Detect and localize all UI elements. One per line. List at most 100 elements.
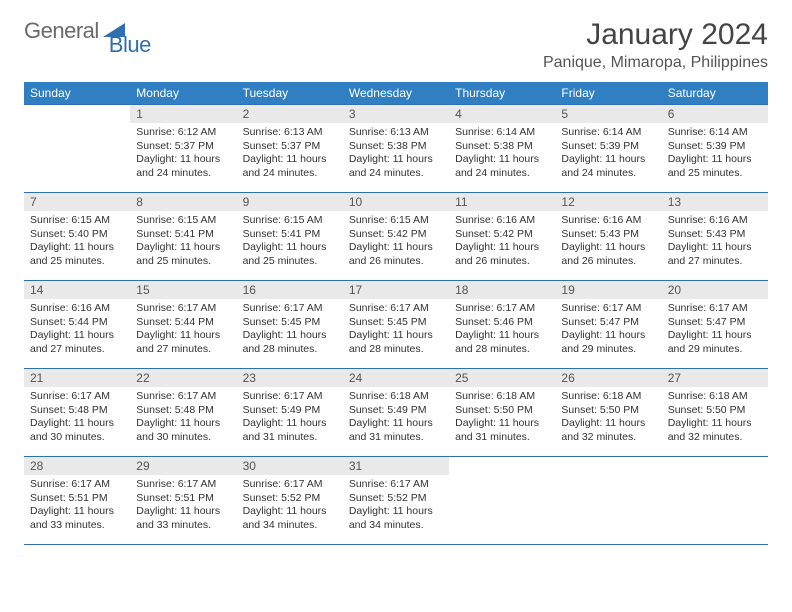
sunset-line: Sunset: 5:45 PM: [349, 316, 443, 330]
sunset-line: Sunset: 5:48 PM: [136, 404, 230, 418]
daylight-line: Daylight: 11 hours and 27 minutes.: [30, 329, 124, 356]
daylight-line: Daylight: 11 hours and 26 minutes.: [349, 241, 443, 268]
day-body: Sunrise: 6:15 AMSunset: 5:42 PMDaylight:…: [343, 211, 449, 273]
sunset-line: Sunset: 5:50 PM: [561, 404, 655, 418]
calendar-cell: 20Sunrise: 6:17 AMSunset: 5:47 PMDayligh…: [662, 281, 768, 369]
day-body: Sunrise: 6:17 AMSunset: 5:48 PMDaylight:…: [130, 387, 236, 449]
calendar-cell: 21Sunrise: 6:17 AMSunset: 5:48 PMDayligh…: [24, 369, 130, 457]
sunrise-line: Sunrise: 6:15 AM: [30, 214, 124, 228]
day-body: Sunrise: 6:17 AMSunset: 5:48 PMDaylight:…: [24, 387, 130, 449]
sunset-line: Sunset: 5:51 PM: [136, 492, 230, 506]
day-body: Sunrise: 6:16 AMSunset: 5:43 PMDaylight:…: [662, 211, 768, 273]
sunset-line: Sunset: 5:45 PM: [243, 316, 337, 330]
day-number: 25: [449, 369, 555, 387]
daylight-line: Daylight: 11 hours and 31 minutes.: [455, 417, 549, 444]
daylight-line: Daylight: 11 hours and 32 minutes.: [668, 417, 762, 444]
sunrise-line: Sunrise: 6:17 AM: [349, 302, 443, 316]
sunset-line: Sunset: 5:47 PM: [668, 316, 762, 330]
calendar-cell: 25Sunrise: 6:18 AMSunset: 5:50 PMDayligh…: [449, 369, 555, 457]
logo: General Blue: [24, 18, 151, 44]
calendar-cell: 9Sunrise: 6:15 AMSunset: 5:41 PMDaylight…: [237, 193, 343, 281]
calendar-cell: 6Sunrise: 6:14 AMSunset: 5:39 PMDaylight…: [662, 105, 768, 193]
daylight-line: Daylight: 11 hours and 24 minutes.: [136, 153, 230, 180]
sunrise-line: Sunrise: 6:17 AM: [136, 302, 230, 316]
sunrise-line: Sunrise: 6:17 AM: [455, 302, 549, 316]
sunset-line: Sunset: 5:49 PM: [349, 404, 443, 418]
sunset-line: Sunset: 5:46 PM: [455, 316, 549, 330]
day-number: 15: [130, 281, 236, 299]
day-body: Sunrise: 6:18 AMSunset: 5:50 PMDaylight:…: [449, 387, 555, 449]
weekday-header: Sunday: [24, 82, 130, 105]
weekday-header: Monday: [130, 82, 236, 105]
calendar-cell: 13Sunrise: 6:16 AMSunset: 5:43 PMDayligh…: [662, 193, 768, 281]
day-number: 3: [343, 105, 449, 123]
sunset-line: Sunset: 5:44 PM: [136, 316, 230, 330]
day-body: Sunrise: 6:17 AMSunset: 5:44 PMDaylight:…: [130, 299, 236, 361]
day-body: Sunrise: 6:15 AMSunset: 5:40 PMDaylight:…: [24, 211, 130, 273]
calendar-cell: 14Sunrise: 6:16 AMSunset: 5:44 PMDayligh…: [24, 281, 130, 369]
daylight-line: Daylight: 11 hours and 30 minutes.: [30, 417, 124, 444]
header: General Blue January 2024 Panique, Mimar…: [24, 18, 768, 72]
calendar-head: SundayMondayTuesdayWednesdayThursdayFrid…: [24, 82, 768, 105]
sunset-line: Sunset: 5:51 PM: [30, 492, 124, 506]
sunset-line: Sunset: 5:44 PM: [30, 316, 124, 330]
day-body: Sunrise: 6:17 AMSunset: 5:51 PMDaylight:…: [24, 475, 130, 537]
day-number: 1: [130, 105, 236, 123]
calendar-cell: 12Sunrise: 6:16 AMSunset: 5:43 PMDayligh…: [555, 193, 661, 281]
day-number: 24: [343, 369, 449, 387]
calendar-cell: 27Sunrise: 6:18 AMSunset: 5:50 PMDayligh…: [662, 369, 768, 457]
day-number: 13: [662, 193, 768, 211]
weekday-header: Friday: [555, 82, 661, 105]
calendar-cell: [24, 105, 130, 193]
sunrise-line: Sunrise: 6:17 AM: [668, 302, 762, 316]
sunrise-line: Sunrise: 6:15 AM: [349, 214, 443, 228]
daylight-line: Daylight: 11 hours and 26 minutes.: [455, 241, 549, 268]
day-number: 19: [555, 281, 661, 299]
day-body: Sunrise: 6:16 AMSunset: 5:43 PMDaylight:…: [555, 211, 661, 273]
logo-word2: Blue: [109, 32, 151, 58]
daylight-line: Daylight: 11 hours and 28 minutes.: [243, 329, 337, 356]
day-body: Sunrise: 6:13 AMSunset: 5:38 PMDaylight:…: [343, 123, 449, 185]
sunrise-line: Sunrise: 6:15 AM: [136, 214, 230, 228]
calendar-body: 1Sunrise: 6:12 AMSunset: 5:37 PMDaylight…: [24, 105, 768, 545]
sunset-line: Sunset: 5:43 PM: [561, 228, 655, 242]
daylight-line: Daylight: 11 hours and 34 minutes.: [243, 505, 337, 532]
calendar-cell: 26Sunrise: 6:18 AMSunset: 5:50 PMDayligh…: [555, 369, 661, 457]
sunset-line: Sunset: 5:43 PM: [668, 228, 762, 242]
day-number: 29: [130, 457, 236, 475]
calendar-cell: 2Sunrise: 6:13 AMSunset: 5:37 PMDaylight…: [237, 105, 343, 193]
day-body: Sunrise: 6:17 AMSunset: 5:47 PMDaylight:…: [555, 299, 661, 361]
day-number: 17: [343, 281, 449, 299]
day-number: 22: [130, 369, 236, 387]
sunrise-line: Sunrise: 6:17 AM: [349, 478, 443, 492]
sunrise-line: Sunrise: 6:13 AM: [349, 126, 443, 140]
sunrise-line: Sunrise: 6:15 AM: [243, 214, 337, 228]
day-number: 9: [237, 193, 343, 211]
calendar-cell: 15Sunrise: 6:17 AMSunset: 5:44 PMDayligh…: [130, 281, 236, 369]
day-body: Sunrise: 6:14 AMSunset: 5:38 PMDaylight:…: [449, 123, 555, 185]
day-body: Sunrise: 6:18 AMSunset: 5:50 PMDaylight:…: [662, 387, 768, 449]
calendar-cell: 19Sunrise: 6:17 AMSunset: 5:47 PMDayligh…: [555, 281, 661, 369]
day-body: Sunrise: 6:17 AMSunset: 5:52 PMDaylight:…: [343, 475, 449, 537]
day-body: Sunrise: 6:17 AMSunset: 5:52 PMDaylight:…: [237, 475, 343, 537]
daylight-line: Daylight: 11 hours and 31 minutes.: [349, 417, 443, 444]
daylight-line: Daylight: 11 hours and 24 minutes.: [349, 153, 443, 180]
calendar-cell: [449, 457, 555, 545]
day-number: 20: [662, 281, 768, 299]
weekday-header: Saturday: [662, 82, 768, 105]
sunset-line: Sunset: 5:38 PM: [455, 140, 549, 154]
calendar-cell: 24Sunrise: 6:18 AMSunset: 5:49 PMDayligh…: [343, 369, 449, 457]
daylight-line: Daylight: 11 hours and 25 minutes.: [243, 241, 337, 268]
day-number: 21: [24, 369, 130, 387]
daylight-line: Daylight: 11 hours and 27 minutes.: [136, 329, 230, 356]
day-body: Sunrise: 6:17 AMSunset: 5:46 PMDaylight:…: [449, 299, 555, 361]
calendar-cell: 4Sunrise: 6:14 AMSunset: 5:38 PMDaylight…: [449, 105, 555, 193]
day-number: 30: [237, 457, 343, 475]
day-body: Sunrise: 6:17 AMSunset: 5:45 PMDaylight:…: [237, 299, 343, 361]
day-body: Sunrise: 6:15 AMSunset: 5:41 PMDaylight:…: [130, 211, 236, 273]
sunset-line: Sunset: 5:42 PM: [455, 228, 549, 242]
calendar-table: SundayMondayTuesdayWednesdayThursdayFrid…: [24, 82, 768, 545]
sunrise-line: Sunrise: 6:18 AM: [668, 390, 762, 404]
sunset-line: Sunset: 5:52 PM: [349, 492, 443, 506]
sunset-line: Sunset: 5:50 PM: [668, 404, 762, 418]
